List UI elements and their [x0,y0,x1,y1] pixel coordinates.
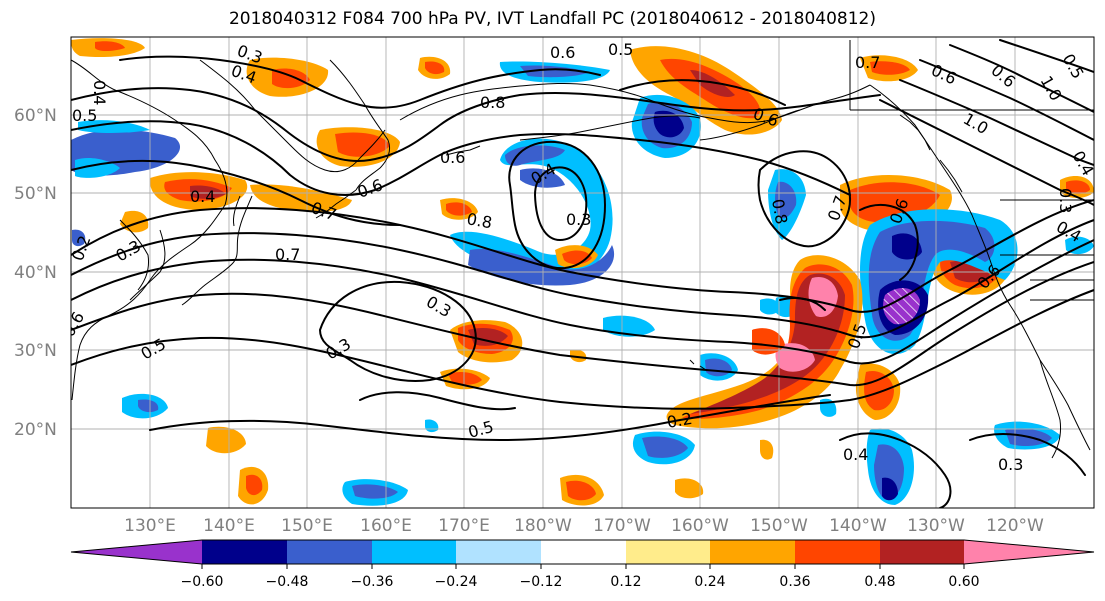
colorbar-tick-label: −0.48 [266,574,309,590]
colorbar-segment [202,540,287,564]
lon-label: 120°W [986,516,1044,536]
colorbar-segment [71,540,202,564]
contour-label: 0.8 [768,197,791,225]
contour-label: 0.8 [480,93,505,112]
contour-label: 0.4 [190,187,215,206]
colorbar-tick-label: 0.60 [948,574,979,590]
lon-label: 150°E [281,516,333,536]
colorbar-segment [541,540,626,564]
lon-label: 170°E [438,516,490,536]
lon-label: 160°E [360,516,412,536]
lon-label: 170°W [593,516,651,536]
colorbar-segment [626,540,710,564]
colorbar-tick-label: −0.12 [520,574,563,590]
colorbar: −0.60 −0.48 −0.36 −0.24 −0.12 0.12 0.24 … [70,539,1095,590]
colorbar-segment [880,540,964,564]
colorbar-tick-label: −0.24 [435,574,478,590]
colorbar-tick-label: 0.12 [610,574,641,590]
lat-label: 30°N [14,341,57,361]
colorbar-segment [372,540,456,564]
lat-label: 60°N [14,106,57,126]
contour-label: 0.2 [665,409,693,432]
colorbar-tick-label: 0.48 [864,574,895,590]
lon-label: 180°W [514,516,572,536]
contour-label: 0.6 [550,43,575,62]
contour-label: 0.5 [608,40,633,59]
lat-label: 50°N [14,184,57,204]
contour-label: 0.3 [566,210,591,229]
pv-contours [71,39,1094,508]
colorbar-segment [710,540,795,564]
contour-label: 0.3 [998,455,1023,474]
lat-label: 20°N [14,420,57,440]
latitude-labels: 60°N 50°N 40°N 30°N 20°N [14,106,57,440]
colorbar-tick-label: 0.36 [779,574,810,590]
colorbar-segment [456,540,541,564]
colorbar-segment [287,540,372,564]
colorbar-segment [964,540,1094,564]
contour-label: 0.6 [440,148,465,167]
lon-label: 140°E [203,516,255,536]
map-frame [70,36,1095,509]
contour-label: 0.4 [843,445,868,464]
colorbar-tick-label: −0.60 [181,574,224,590]
lon-label: 130°E [124,516,176,536]
colorbar-tick-label: 0.24 [694,574,725,590]
contour-label: 0.3 [1056,188,1075,213]
contour-label: 0.5 [72,106,97,125]
contour-label: 0.4 [90,80,109,105]
lat-label: 40°N [14,263,57,283]
lon-label: 160°W [671,516,729,536]
contour-label: 0.8 [465,209,493,232]
colorbar-tick-label: −0.36 [351,574,394,590]
lon-label: 140°W [829,516,887,536]
map-gridlines [71,37,1094,508]
longitude-labels: 130°E 140°E 150°E 160°E 170°E 180°W 170°… [124,516,1044,536]
map-title: 2018040312 F084 700 hPa PV, IVT Landfall… [228,9,876,29]
lon-label: 130°W [907,516,965,536]
lon-label: 150°W [750,516,808,536]
map-area: 0.3 0.4 0.6 0.5 0.8 0.7 0.6 0.4 0.5 0.6 … [71,37,1094,508]
contour-label: 0.7 [855,53,880,72]
colorbar-segment [795,540,880,564]
contour-label: 0.7 [275,245,300,264]
